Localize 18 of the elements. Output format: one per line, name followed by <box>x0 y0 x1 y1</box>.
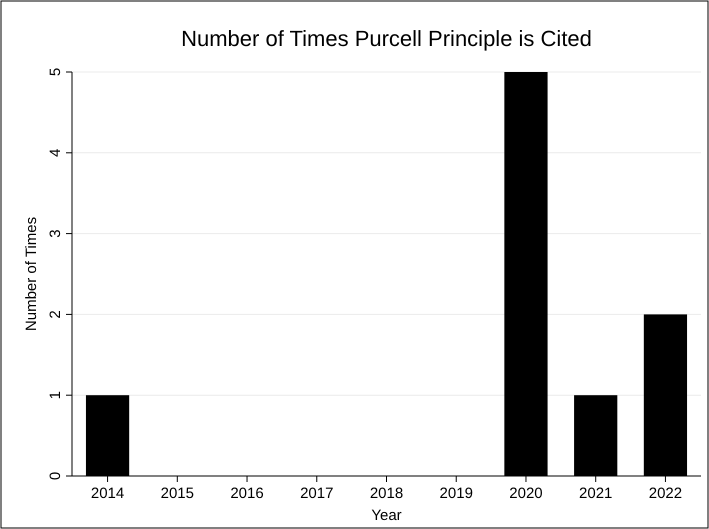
x-tick-label: 2020 <box>509 485 543 502</box>
x-tick-label: 2018 <box>370 485 404 502</box>
x-tick-label: 2022 <box>648 485 682 502</box>
chart-title: Number of Times Purcell Principle is Cited <box>181 26 592 51</box>
x-tick-label: 2016 <box>230 485 264 502</box>
x-tick-label: 2021 <box>579 485 612 502</box>
y-tick-label: 1 <box>47 391 64 400</box>
x-tick-label: 2019 <box>440 485 473 502</box>
x-tick-label: 2014 <box>90 485 124 502</box>
x-axis-title: Year <box>371 507 402 524</box>
y-tick-label: 3 <box>47 229 64 238</box>
y-axis-title: Number of Times <box>23 216 40 332</box>
x-tick-label: 2017 <box>300 485 334 502</box>
y-tick-label: 2 <box>47 310 64 319</box>
y-tick-label: 0 <box>47 472 64 480</box>
y-tick-label: 4 <box>47 148 64 157</box>
x-tick-label: 2015 <box>160 485 194 502</box>
y-tick-label: 5 <box>47 68 64 76</box>
